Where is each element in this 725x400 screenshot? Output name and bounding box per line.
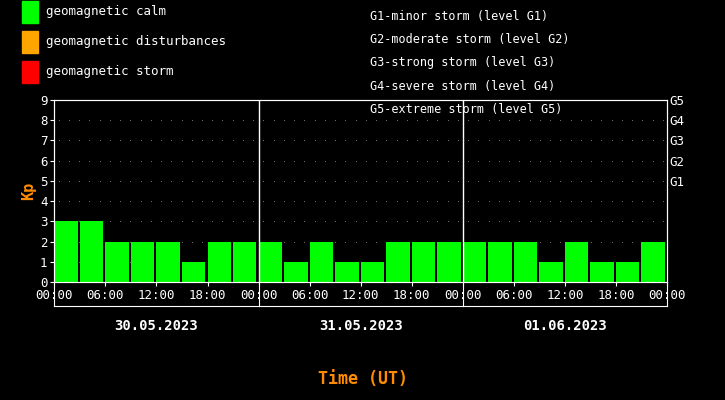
Text: Time (UT): Time (UT) [318,370,407,388]
Bar [310,242,333,282]
Bar [360,262,384,282]
Bar [131,242,154,282]
Bar [539,262,563,282]
Bar [157,242,180,282]
Bar [207,242,231,282]
Text: geomagnetic storm: geomagnetic storm [46,66,174,78]
Bar [463,242,486,282]
Bar [514,242,537,282]
Bar [386,242,410,282]
Bar [54,221,78,282]
Bar [437,242,460,282]
Text: G1-minor storm (level G1): G1-minor storm (level G1) [370,10,548,23]
Bar [412,242,435,282]
Text: 01.06.2023: 01.06.2023 [523,319,607,333]
Bar [335,262,359,282]
Y-axis label: Kp: Kp [21,182,36,200]
Bar [105,242,129,282]
Text: geomagnetic disturbances: geomagnetic disturbances [46,36,226,48]
Bar [616,262,639,282]
Bar [565,242,588,282]
Bar [182,262,205,282]
Text: G3-strong storm (level G3): G3-strong storm (level G3) [370,56,555,69]
Text: geomagnetic calm: geomagnetic calm [46,6,167,18]
Bar [590,262,614,282]
Text: G4-severe storm (level G4): G4-severe storm (level G4) [370,80,555,93]
Text: 30.05.2023: 30.05.2023 [115,319,199,333]
Bar [233,242,257,282]
Bar [642,242,665,282]
Text: 31.05.2023: 31.05.2023 [319,319,402,333]
Bar [80,221,103,282]
Bar [259,242,282,282]
Bar [489,242,512,282]
Text: G5-extreme storm (level G5): G5-extreme storm (level G5) [370,103,562,116]
Bar [284,262,307,282]
Text: G2-moderate storm (level G2): G2-moderate storm (level G2) [370,33,569,46]
